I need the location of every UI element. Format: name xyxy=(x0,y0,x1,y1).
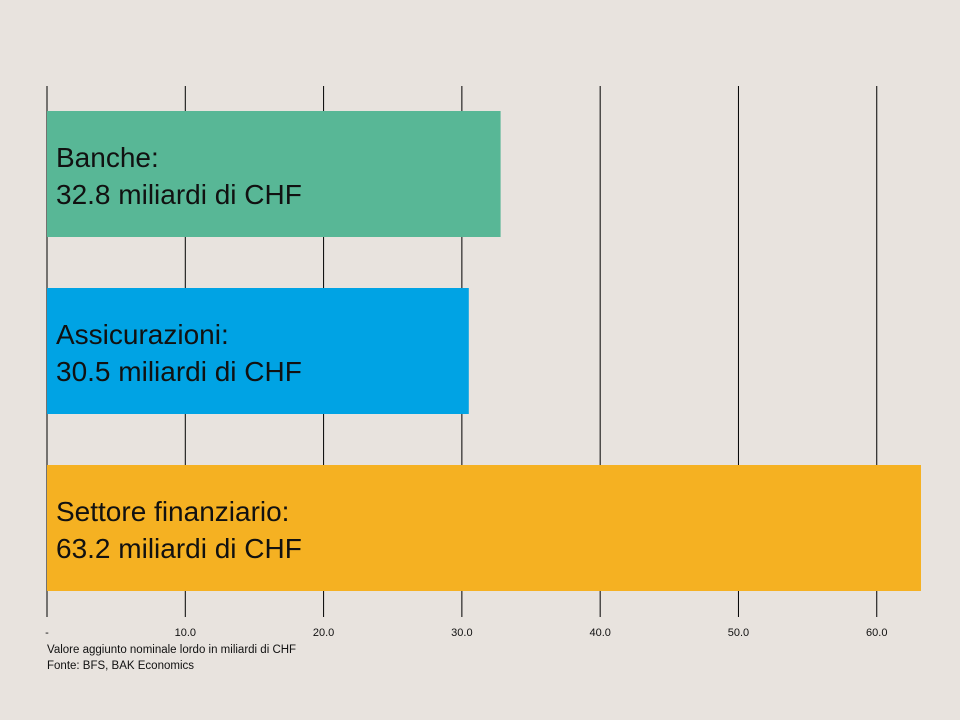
bar-0 xyxy=(47,111,501,237)
bar-label-2-line-1: 63.2 miliardi di CHF xyxy=(56,533,302,564)
chart-source: Fonte: BFS, BAK Economics xyxy=(47,660,195,672)
x-tick-label-3: 30.0 xyxy=(451,627,472,639)
chart-subtitle: Valore aggiunto nominale lordo in miliar… xyxy=(47,644,297,656)
bar-labels: Banche: 32.8 miliardi di CHF Assicurazioni… xyxy=(56,142,302,564)
bar-1 xyxy=(47,288,469,414)
bar-label-1-line-0: Assicurazioni: xyxy=(56,319,229,350)
x-tick-label-4: 40.0 xyxy=(589,627,610,639)
x-tick-label-5: 50.0 xyxy=(728,627,749,639)
bars xyxy=(47,111,921,591)
bar-label-2-line-0: Settore finanziario: xyxy=(56,496,289,527)
bar-label-0-line-1: 32.8 miliardi di CHF xyxy=(56,179,302,210)
x-tick-label-2: 20.0 xyxy=(313,627,334,639)
x-tick-label-6: 60.0 xyxy=(866,627,887,639)
x-tick-label-1: 10.0 xyxy=(175,627,196,639)
bar-2 xyxy=(47,465,921,591)
x-tick-label-0: - xyxy=(45,627,49,639)
bar-label-0-line-0: Banche: xyxy=(56,142,159,173)
x-axis-tick-labels: - 10.0 20.0 30.0 40.0 50.0 60.0 xyxy=(45,627,887,639)
bar-label-1-line-1: 30.5 miliardi di CHF xyxy=(56,356,302,387)
